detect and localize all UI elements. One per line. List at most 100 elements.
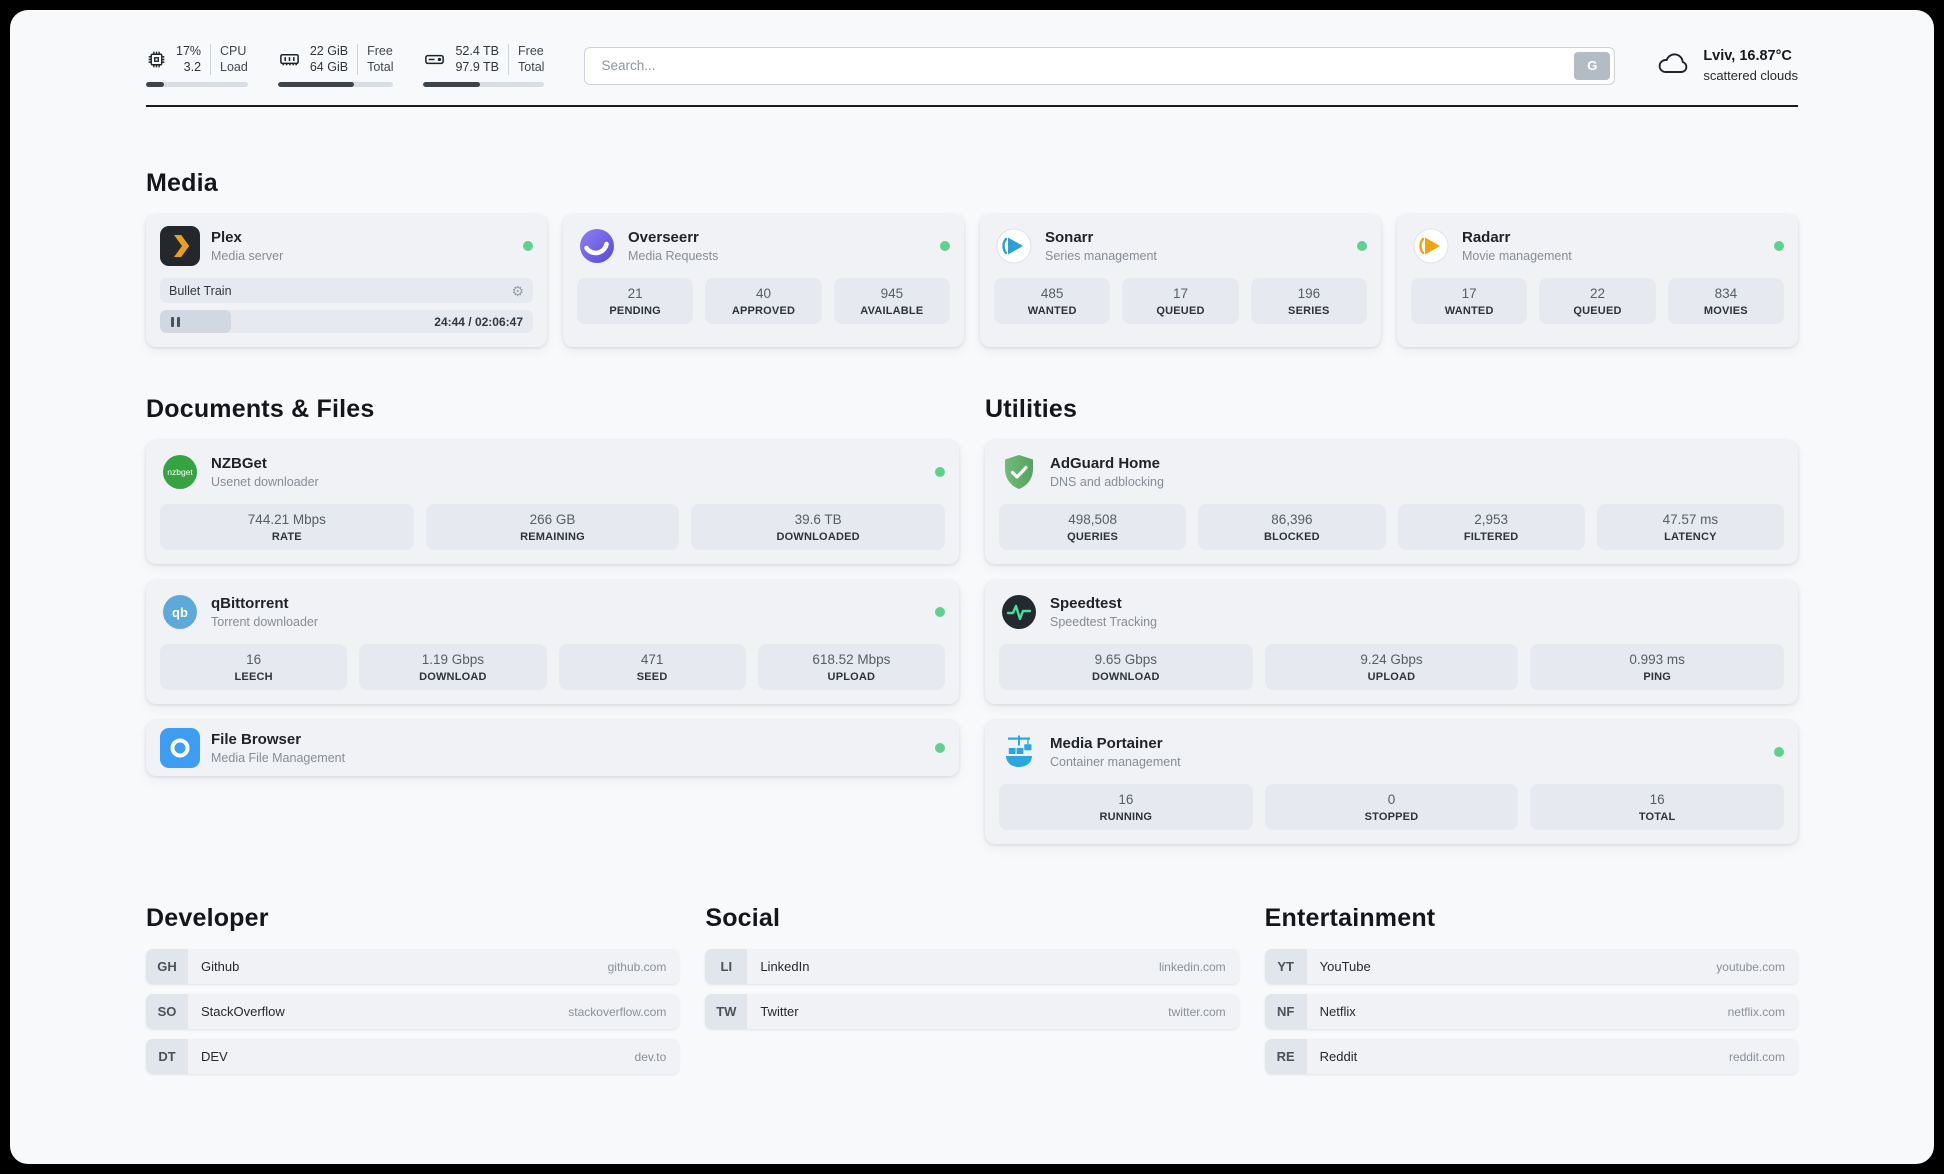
stat-value: 471 — [640, 652, 664, 668]
section-title-entertainment: Entertainment — [1264, 904, 1436, 933]
adguard-stats: 498,508 QUERIES 86,396 BLOCKED 2,953 FIL… — [999, 504, 1784, 551]
section-utilities: Utilities AdGuard Home DNS and adblockin… — [985, 395, 1798, 845]
cpu-label-top: CPU — [220, 44, 247, 58]
status-dot — [1357, 241, 1367, 252]
stat-value: 945 — [880, 286, 904, 302]
stat-value: 16 — [1118, 792, 1134, 808]
bookmark-dev[interactable]: DT DEV dev.to — [146, 1039, 680, 1075]
cpu-progress-fill — [146, 82, 165, 88]
bookmark-stackoverflow[interactable]: SO StackOverflow stackoverflow.com — [146, 994, 680, 1030]
section-title-social: Social — [705, 904, 781, 933]
stat-available: 945 AVAILABLE — [833, 278, 950, 325]
stat-value: 47.57 ms — [1662, 512, 1719, 528]
stat-label: TOTAL — [1638, 811, 1676, 824]
app-description: Speedtest Tracking — [1050, 615, 1158, 630]
bookmark-reddit[interactable]: RE Reddit reddit.com — [1264, 1039, 1798, 1075]
documents-card-stack: nzbget NZBGet Usenet downloader 744.21 M… — [146, 440, 959, 777]
app-name: Sonarr — [1045, 229, 1094, 247]
disk-label-top: Free — [518, 44, 544, 58]
stat-label: QUEUED — [1156, 305, 1205, 318]
stat-value: 2,953 — [1474, 512, 1509, 528]
app-name: Radarr — [1462, 229, 1511, 247]
ram-progress-bar — [277, 82, 394, 88]
app-description: Usenet downloader — [211, 475, 319, 490]
plex-card-head: Plex Media server — [160, 226, 533, 267]
playback-seek-bar[interactable]: 24:44 / 02:06:47 — [160, 310, 533, 334]
disk-icon — [423, 48, 446, 71]
search-engine-button[interactable]: G — [1574, 51, 1611, 80]
stat-stopped: 0 STOPPED — [1264, 784, 1519, 831]
app-card-sonarr[interactable]: Sonarr Series management 485 WANTED 17 Q… — [980, 214, 1381, 348]
overseerr-text: Overseerr Media Requests — [628, 229, 718, 263]
section-title-documents: Documents & Files — [146, 395, 375, 424]
section-entertainment: Entertainment YT YouTube youtube.com NF … — [1264, 904, 1798, 1084]
filebrowser-text: File Browser Media File Management — [211, 731, 345, 765]
stat-value: 9.65 Gbps — [1094, 652, 1157, 668]
app-description: Container management — [1050, 755, 1181, 770]
app-card-adguard[interactable]: AdGuard Home DNS and adblocking 498,508 … — [985, 440, 1798, 565]
status-dot — [523, 241, 533, 252]
app-name: Plex — [211, 229, 242, 247]
bookmark-netflix[interactable]: NF Netflix netflix.com — [1264, 994, 1798, 1030]
app-card-overseerr[interactable]: Overseerr Media Requests 21 PENDING 40 A… — [563, 214, 964, 348]
bookmark-linkedin[interactable]: LI LinkedIn linkedin.com — [705, 949, 1239, 985]
speedtest-stats: 9.65 Gbps DOWNLOAD 9.24 Gbps UPLOAD 0.99… — [999, 644, 1784, 691]
stat-value: 0 — [1387, 792, 1396, 808]
gear-icon[interactable]: ⚙ — [511, 282, 524, 299]
speedtest-card-head: Speedtest Speedtest Tracking — [999, 592, 1784, 632]
app-description: Torrent downloader — [211, 615, 319, 630]
bookmark-badge: SO — [146, 994, 188, 1030]
disk-monitor-row: 52.4 TB 97.9 TB Free Total — [423, 44, 544, 76]
bookmark-badge: YT — [1264, 949, 1307, 985]
search-bar[interactable]: G — [584, 46, 1616, 85]
content-area: 17% 3.2 CPU Load — [10, 44, 1934, 1084]
app-card-qbittorrent[interactable]: qb qBittorrent Torrent downloader 16 — [146, 580, 959, 705]
stat-label: QUEUED — [1573, 305, 1622, 318]
app-card-radarr[interactable]: Radarr Movie management 17 WANTED 22 QUE… — [1397, 214, 1798, 348]
stat-download: 9.65 Gbps DOWNLOAD — [999, 644, 1253, 691]
section-title-media: Media — [146, 169, 218, 198]
stat-value: 485 — [1040, 286, 1064, 302]
nzbget-text: NZBGet Usenet downloader — [211, 455, 319, 489]
stat-value: 744.21 Mbps — [247, 512, 326, 528]
bookmark-url: linkedin.com — [1158, 959, 1226, 974]
disk-free-value: 52.4 TB — [455, 44, 500, 58]
app-card-filebrowser[interactable]: File Browser Media File Management — [146, 720, 959, 777]
sonarr-text: Sonarr Series management — [1045, 229, 1157, 263]
stat-remaining: 266 GB REMAINING — [425, 504, 680, 551]
bookmark-youtube[interactable]: YT YouTube youtube.com — [1264, 949, 1798, 985]
stat-value: 86,396 — [1271, 512, 1313, 528]
pause-icon[interactable] — [160, 316, 191, 327]
filebrowser-card-head: File Browser Media File Management — [160, 728, 945, 769]
weather-text: Lviv, 16.87°C scattered clouds — [1703, 47, 1798, 84]
nzbget-icon: nzbget — [160, 452, 200, 492]
bookmark-name: Github — [201, 959, 240, 975]
app-card-nzbget[interactable]: nzbget NZBGet Usenet downloader 744.21 M… — [146, 440, 959, 565]
cpu-monitor: 17% 3.2 CPU Load — [146, 44, 248, 88]
bookmark-github[interactable]: GH Github github.com — [146, 949, 680, 985]
search-input[interactable] — [599, 57, 1575, 75]
stat-value: 618.52 Mbps — [812, 652, 891, 668]
weather-condition: scattered clouds — [1703, 67, 1798, 83]
bookmark-twitter[interactable]: TW Twitter twitter.com — [705, 994, 1239, 1030]
bookmark-url: github.com — [607, 959, 667, 974]
stat-value: 9.24 Gbps — [1360, 652, 1423, 668]
bookmark-name: LinkedIn — [760, 959, 810, 975]
app-card-plex[interactable]: Plex Media server Bullet Train ⚙ — [146, 214, 547, 348]
cloud-icon — [1655, 49, 1691, 82]
bookmark-badge: LI — [705, 949, 748, 985]
media-card-grid: Plex Media server Bullet Train ⚙ — [146, 214, 1798, 348]
adguard-text: AdGuard Home DNS and adblocking — [1050, 455, 1164, 489]
app-card-speedtest[interactable]: Speedtest Speedtest Tracking 9.65 Gbps D… — [985, 580, 1798, 705]
bookmark-url: dev.to — [634, 1049, 667, 1064]
ram-progress-fill — [277, 82, 355, 88]
stat-label: RATE — [271, 531, 302, 544]
section-social: Social LI LinkedIn linkedin.com TW Twitt… — [705, 904, 1239, 1039]
cpu-percent: 17% — [176, 44, 202, 58]
stat-label: PENDING — [609, 305, 661, 318]
stat-seed: 471 SEED — [558, 644, 746, 691]
app-card-portainer[interactable]: Media Portainer Container management 16 … — [985, 720, 1798, 845]
stat-queries: 498,508 QUERIES — [999, 504, 1187, 551]
stat-value: 1.19 Gbps — [421, 652, 485, 668]
status-dot — [940, 241, 950, 252]
